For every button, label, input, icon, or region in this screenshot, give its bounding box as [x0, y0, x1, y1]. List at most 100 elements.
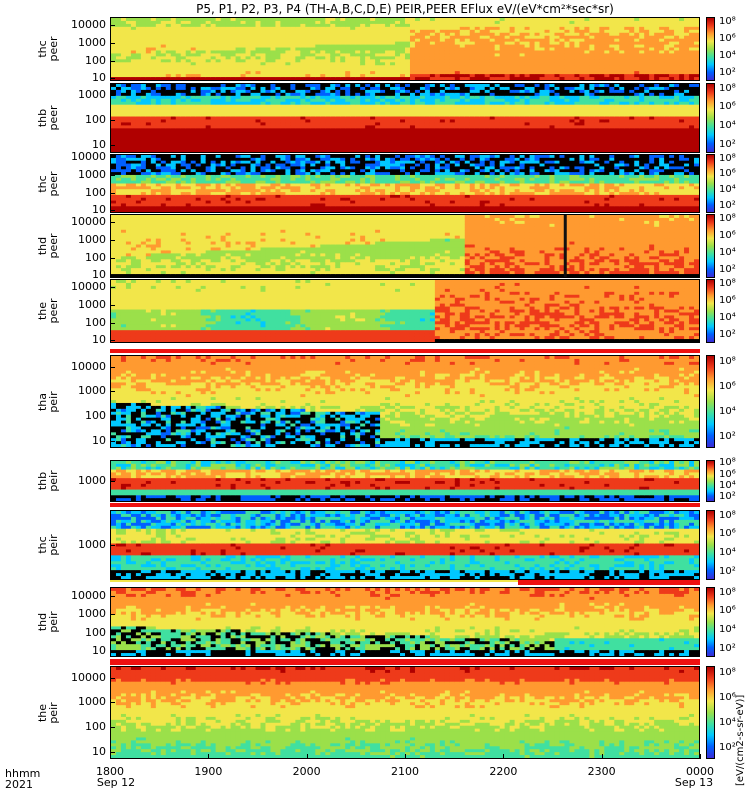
spectrogram-cell — [569, 89, 576, 94]
spectrogram-cell — [604, 89, 610, 94]
spectrogram-cell — [190, 149, 197, 152]
spectrogram-cell — [235, 29, 242, 34]
spectrogram-cell — [409, 146, 416, 150]
spectrogram-cell — [125, 119, 132, 124]
spectrogram-cell — [155, 50, 162, 55]
spectrogram-cell — [504, 110, 511, 115]
spectrogram-cell — [409, 18, 416, 22]
spectrogram-cell — [574, 41, 580, 46]
spectrogram-cell — [205, 35, 212, 40]
spectrogram-cell — [559, 53, 566, 57]
spectrogram-cell — [270, 32, 277, 37]
spectrogram-cell — [474, 98, 481, 103]
spectrogram-cell — [469, 62, 476, 66]
spectrogram-cell — [305, 143, 311, 147]
spectrogram-cell — [424, 119, 431, 124]
spectrogram-cell — [335, 23, 341, 28]
spectrogram-cell — [449, 23, 456, 28]
spectrogram-cell — [390, 86, 396, 91]
spectrogram-cell — [639, 89, 645, 94]
spectrogram-cell — [569, 92, 576, 97]
spectrogram-cell — [270, 89, 277, 94]
spectrogram-cell — [330, 59, 336, 63]
spectrogram-cell — [205, 23, 212, 28]
spectrogram-cell — [594, 149, 600, 152]
spectrogram-cell — [210, 65, 217, 69]
spectrogram-cell — [275, 104, 282, 109]
spectrogram-cell — [564, 131, 571, 135]
spectrogram-cell — [504, 86, 511, 91]
spectrogram-cell — [210, 38, 217, 43]
spectrogram-cell — [370, 113, 376, 118]
spectrogram-cell — [285, 86, 291, 91]
spectrogram-cell — [594, 134, 600, 138]
spectrogram-cell — [474, 89, 481, 94]
spectrogram-cell — [365, 23, 371, 28]
spectrogram-cell — [414, 110, 421, 115]
spectrogram-cell — [484, 134, 491, 138]
spectrogram-cell — [504, 104, 511, 109]
spectrogram-cell — [429, 134, 436, 138]
spectrogram-cell — [390, 71, 396, 75]
spectrogram-cell — [215, 143, 222, 147]
spectrogram-cell — [295, 65, 301, 69]
spectrogram-cell — [519, 53, 526, 57]
spectrogram-cell — [569, 62, 576, 66]
spectrogram-cell — [235, 122, 242, 126]
spectrogram-cell — [290, 71, 296, 75]
spectrogram-cell — [390, 50, 396, 55]
spectrogram-cell — [464, 41, 471, 46]
spectrogram-cell — [115, 32, 122, 37]
spectrogram-cell — [619, 128, 625, 132]
spectrogram-cell — [150, 74, 157, 78]
spectrogram-cell — [120, 104, 127, 109]
spectrogram-cell — [205, 104, 212, 109]
spectrogram-cell — [300, 110, 306, 115]
spectrogram-cell — [494, 122, 501, 126]
spectrogram-cell — [275, 134, 282, 138]
spectrogram-cell — [539, 89, 546, 94]
spectrogram-cell — [115, 38, 122, 43]
spectrogram-cell — [489, 71, 496, 75]
spectrogram-cell — [669, 18, 675, 22]
spectrogram-cell — [619, 35, 625, 40]
spectrogram-cell — [644, 89, 650, 94]
spectrogram-cell — [429, 104, 436, 109]
spectrogram-cell — [604, 41, 610, 46]
spectrogram-cell — [414, 149, 421, 152]
spectrogram-cell — [340, 125, 346, 129]
spectrogram-cell — [624, 89, 630, 94]
spectrogram-cell — [365, 116, 371, 121]
spectrogram-cell — [499, 18, 506, 22]
spectrogram-cell — [255, 101, 262, 106]
spectrogram-cell — [564, 29, 571, 34]
spectrogram-cell — [434, 140, 441, 144]
spectrogram-cell — [310, 41, 316, 46]
spectrogram-cell — [205, 113, 212, 118]
spectrogram-cell — [255, 29, 262, 34]
spectrogram-cell — [434, 77, 441, 80]
spectrogram-cell — [285, 84, 291, 88]
spectrogram-cell — [584, 23, 590, 28]
spectrogram-cell — [479, 143, 486, 147]
spectrogram-cell — [464, 122, 471, 126]
spectrogram-cell — [280, 41, 286, 46]
spectrogram-cell — [634, 143, 640, 147]
spectrogram-cell — [494, 20, 501, 25]
spectrogram-cell — [534, 146, 541, 150]
spectrogram-cell — [305, 35, 311, 40]
spectrogram-cell — [684, 29, 690, 34]
spectrogram-cell — [574, 18, 580, 22]
spectrogram-cell — [340, 101, 346, 106]
spectrogram-cell — [454, 122, 461, 126]
spectrogram-cell — [499, 134, 506, 138]
spectrogram-cell — [340, 29, 346, 34]
spectrogram-cell — [694, 41, 699, 46]
spectrogram-cell — [534, 32, 541, 37]
spectrogram-cell — [689, 53, 695, 57]
spectrogram-cell — [175, 98, 182, 103]
spectrogram-cell — [385, 59, 391, 63]
spectrogram-cell — [639, 50, 645, 55]
spectrogram-cell — [579, 116, 585, 121]
spectrogram-cell — [385, 29, 391, 34]
